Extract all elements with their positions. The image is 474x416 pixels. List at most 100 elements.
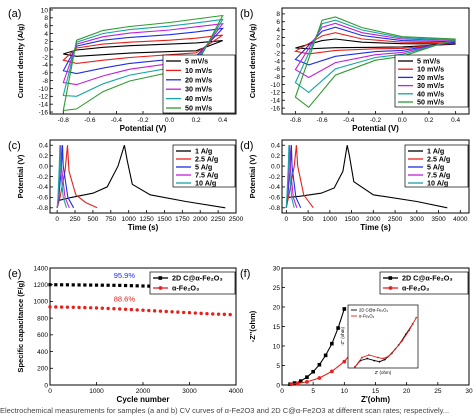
chart-b-ytick-label: 6 [276, 19, 280, 26]
chart-d-series-line [285, 145, 295, 208]
chart-b-legend-label: 50 mV/s [417, 98, 444, 107]
chart-d-xtick-label: 2500 [388, 216, 403, 223]
chart-f-inset-data-point [382, 357, 384, 360]
chart-a-series-line [62, 23, 224, 86]
chart-b-xlabel: Potential (V) [352, 124, 399, 133]
chart-a-panel-label: (a) [8, 8, 21, 20]
chart-e-data-point [152, 309, 157, 313]
chart-b-legend-box [394, 54, 469, 108]
chart-f-legend-box [379, 271, 469, 295]
chart-d-xtick-label: 1500 [344, 216, 359, 223]
chart-e-ytick-label: 0 [44, 382, 48, 389]
chart-c-ytick-label: -0.6 [37, 195, 49, 202]
chart-b-legend-label: 20 mV/s [417, 73, 444, 82]
chart-f-data-point [329, 369, 334, 374]
chart-e-data-point [222, 312, 227, 317]
chart-e-data-point [83, 305, 87, 310]
chart-a-series-line [63, 40, 223, 57]
chart-b-series-line [294, 26, 456, 66]
chart-d-series-line [285, 145, 302, 209]
chart-f-data-point [323, 353, 328, 358]
chart-d-xtick-label: 3000 [410, 216, 425, 223]
chart-a-series-line [62, 34, 224, 64]
chart-b-ylabel: Current density (A/g) [248, 23, 257, 98]
chart-f-data-point [295, 381, 300, 386]
chart-e-xlabel: Cycle number [117, 395, 170, 404]
chart-f-data-point [317, 376, 322, 380]
chart-f-inset-data-point [373, 359, 376, 362]
chart-e-data-point [100, 306, 105, 310]
chart-f-xtick-label: 30 [465, 388, 473, 395]
chart-e-data-point [129, 307, 134, 312]
chart-a-ytick-label: 6 [44, 23, 48, 30]
chart-a-xtick-label: -0.2 [137, 117, 149, 124]
chart-c-legend-label: 7.5 A/g [195, 171, 218, 180]
chart-f-inset-data-point [368, 354, 370, 356]
chart-b-ytick-label: -12 [271, 90, 281, 97]
chart-c-xtick-label: 1000 [121, 216, 136, 223]
chart-f-data-point [305, 375, 309, 379]
chart-d-series-line [285, 145, 448, 209]
chart-f-inset-ylabel: -Z'' (ohm) [340, 327, 345, 346]
chart-a-legend-box [162, 54, 236, 114]
chart-c-xtick-label: 500 [87, 216, 98, 223]
chart-c-xtick-label: 2250 [211, 216, 226, 223]
chart-e-ytick-label: 1200 [34, 282, 49, 289]
chart-f-inset-data-point [366, 357, 369, 360]
chart-e-data-point [141, 308, 145, 312]
chart-a-ytick-label: -10 [39, 86, 49, 93]
chart-e-data-point [100, 283, 104, 287]
chart-a-series-line [62, 18, 224, 97]
chart-e-annotation: 88.6% [114, 294, 136, 303]
chart-a-series-line [62, 14, 224, 112]
chart-e-data-point [94, 306, 99, 310]
chart-f-legend-marker [388, 276, 393, 280]
chart-a-ytick-label: -12 [39, 94, 49, 101]
chart-e-ytick-label: 1000 [34, 299, 49, 306]
chart-b-series-line [294, 22, 456, 79]
chart-a-legend-label: 30 mV/s [185, 85, 212, 94]
chart-c-series-line [56, 145, 68, 208]
chart-c-legend-label: 1 A/g [195, 147, 212, 156]
chart-a-xtick-label: 0.4 [218, 117, 227, 124]
chart-b-series-line [294, 19, 456, 94]
chart-a-legend-label: 50 mV/s [185, 104, 212, 113]
chart-e-xtick-label: 0 [48, 388, 52, 395]
chart-d-xtick-label: 2000 [366, 216, 381, 223]
chart-e-data-point [54, 305, 58, 309]
chart-a-ytick-label: 2 [44, 39, 48, 46]
chart-c-panel-label: (c) [8, 140, 21, 152]
chart-b-xtick-label: -0.8 [290, 117, 302, 124]
chart-e-data-point [118, 283, 122, 287]
chart-b-ytick-label: 8 [276, 11, 280, 18]
chart-c-xtick-label: 2500 [229, 216, 244, 223]
chart-f-inset-data-point [378, 360, 381, 363]
chart-d-ytick-label: -0.6 [269, 195, 281, 202]
chart-f-data-point [289, 382, 294, 387]
chart-c-xtick-label: 1500 [157, 216, 172, 223]
chart-f-inset-series-line [354, 323, 414, 368]
chart-e-data-point [158, 309, 163, 313]
chart-e-data-point [211, 312, 215, 316]
chart-b-ytick-label: -16 [271, 105, 281, 112]
chart-e-data-point [48, 305, 52, 309]
chart-e-data-point [199, 311, 203, 316]
chart-f-data-point [311, 369, 315, 374]
chart-b-series-line [295, 38, 456, 50]
chart-f-ytick-label: 30 [273, 265, 281, 272]
chart-d-panel-label: (d) [240, 140, 253, 152]
chart-e-data-point [228, 312, 232, 317]
chart-b-xtick-label: 0.0 [398, 117, 407, 124]
chart-a-ytick-label: -16 [39, 109, 49, 116]
chart-e-ytick-label: 800 [37, 315, 48, 322]
chart-f-inset-data-point [361, 356, 363, 359]
chart-e-data-point [106, 283, 110, 287]
chart-e-xtick-label: 4000 [229, 388, 244, 395]
chart-e-data-point [181, 310, 186, 315]
chart-b-xtick-label: -0.2 [370, 117, 382, 124]
chart-b-ytick-label: 0 [276, 43, 280, 50]
chart-b-ytick-label: -10 [271, 82, 281, 89]
chart-b-legend-label: 40 mV/s [417, 89, 444, 98]
chart-b-legend-label: 5 mV/s [417, 57, 440, 66]
chart-b-ytick-label: -8 [274, 74, 280, 81]
